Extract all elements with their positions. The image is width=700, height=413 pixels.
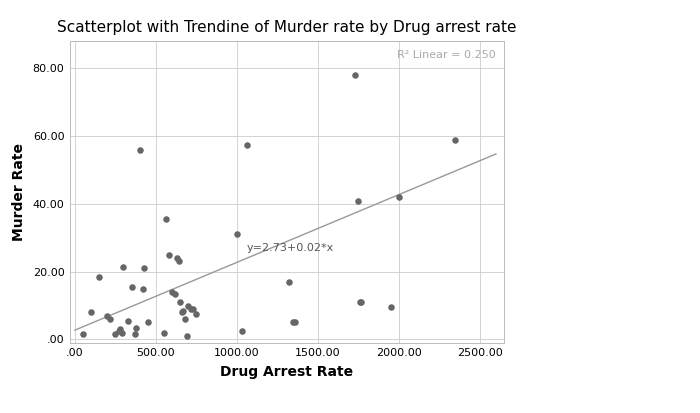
Point: [181, 333, 193, 339]
Point: [110, 331, 121, 337]
Point: [113, 328, 124, 334]
Point: [354, 299, 365, 306]
Point: [115, 326, 126, 332]
Text: y=2.73+0.02*x: y=2.73+0.02*x: [246, 243, 334, 253]
X-axis label: Drug Arrest Rate: Drug Arrest Rate: [220, 365, 354, 379]
Point: [137, 285, 148, 292]
Point: [176, 309, 188, 316]
Point: [130, 331, 141, 337]
Point: [288, 319, 299, 326]
Point: [172, 255, 183, 261]
Point: [139, 265, 150, 272]
Point: [134, 146, 145, 153]
Point: [283, 278, 294, 285]
Point: [131, 324, 142, 331]
Point: [163, 252, 174, 258]
Title: Scatterplot with Trendine of Murder rate by Drug arrest rate: Scatterplot with Trendine of Murder rate…: [57, 19, 517, 35]
Point: [356, 299, 367, 306]
Point: [78, 331, 89, 337]
Point: [118, 263, 129, 270]
Point: [116, 329, 127, 336]
Point: [122, 318, 134, 324]
Point: [241, 141, 252, 148]
Point: [178, 307, 189, 314]
Point: [126, 284, 137, 290]
Point: [385, 304, 396, 311]
Point: [160, 216, 171, 223]
Point: [85, 309, 97, 316]
Y-axis label: Murder Rate: Murder Rate: [12, 143, 26, 241]
Text: R² Linear = 0.250: R² Linear = 0.250: [397, 50, 496, 60]
Point: [183, 302, 194, 309]
Point: [186, 306, 197, 312]
Point: [105, 316, 116, 323]
Point: [94, 273, 105, 280]
Point: [102, 312, 113, 319]
Point: [349, 72, 360, 78]
Point: [173, 258, 184, 265]
Point: [167, 289, 178, 295]
Point: [169, 290, 181, 297]
Point: [231, 231, 242, 238]
Point: [353, 197, 364, 204]
Point: [142, 319, 153, 326]
Point: [393, 194, 405, 200]
Point: [450, 136, 461, 143]
Point: [236, 328, 247, 334]
Point: [174, 299, 186, 306]
Point: [290, 319, 301, 326]
Point: [158, 329, 169, 336]
Point: [179, 316, 190, 323]
Point: [190, 311, 202, 317]
Point: [188, 306, 199, 312]
